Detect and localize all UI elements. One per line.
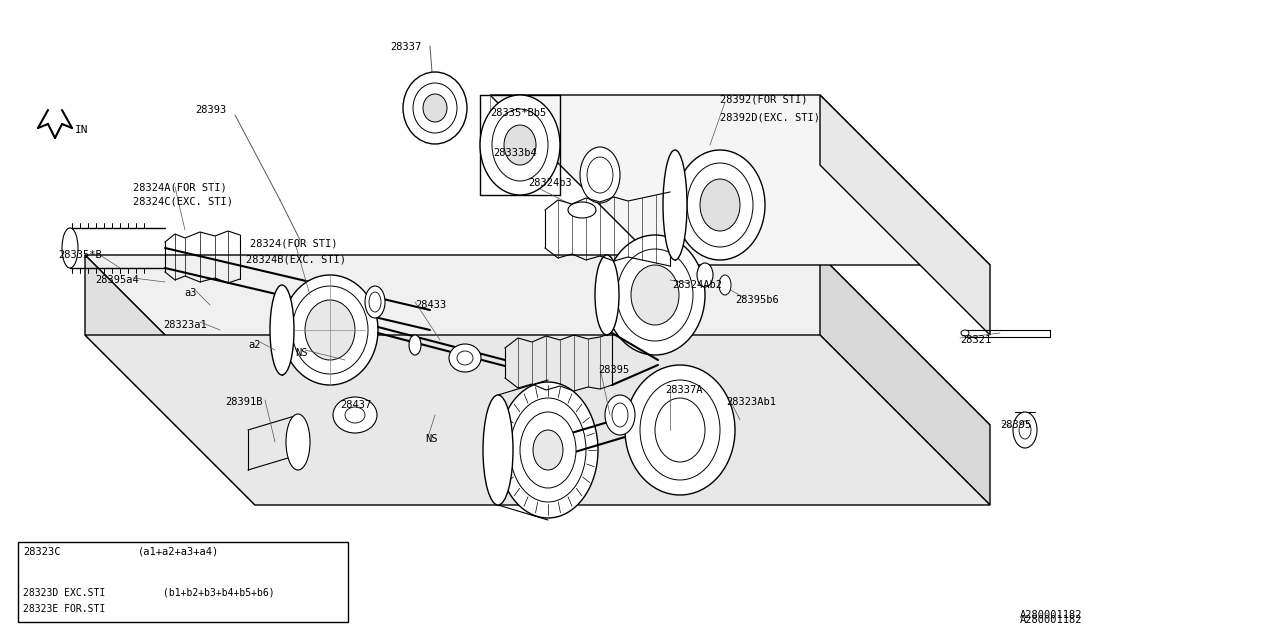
Ellipse shape	[365, 286, 385, 318]
Text: 28335*Bb5: 28335*Bb5	[490, 108, 547, 118]
Ellipse shape	[61, 228, 78, 268]
Ellipse shape	[285, 414, 310, 470]
Ellipse shape	[509, 398, 586, 502]
Ellipse shape	[640, 380, 719, 480]
Text: 28395: 28395	[598, 365, 630, 375]
Ellipse shape	[498, 382, 598, 518]
Ellipse shape	[961, 330, 969, 336]
Ellipse shape	[625, 365, 735, 495]
Ellipse shape	[605, 235, 705, 355]
Text: (b1+b2+b3+b4+b5+b6): (b1+b2+b3+b4+b5+b6)	[163, 588, 275, 598]
Ellipse shape	[305, 300, 355, 360]
Polygon shape	[820, 255, 989, 505]
Text: 28337: 28337	[390, 42, 421, 52]
Text: 28323a1: 28323a1	[163, 320, 207, 330]
Ellipse shape	[504, 125, 536, 165]
Text: 28333b4: 28333b4	[493, 148, 536, 158]
Text: (a1+a2+a3+a4): (a1+a2+a3+a4)	[138, 547, 219, 557]
Text: 28395a4: 28395a4	[95, 275, 138, 285]
Ellipse shape	[687, 163, 753, 247]
Text: 28324A(FOR STI): 28324A(FOR STI)	[133, 182, 227, 192]
Ellipse shape	[449, 344, 481, 372]
Text: 28395b6: 28395b6	[735, 295, 778, 305]
Text: 28393: 28393	[195, 105, 227, 115]
Text: a3: a3	[184, 288, 197, 298]
Ellipse shape	[492, 109, 548, 181]
Ellipse shape	[270, 285, 294, 375]
Text: 28437: 28437	[340, 400, 371, 410]
Ellipse shape	[595, 255, 620, 335]
Text: 28324B(EXC. STI): 28324B(EXC. STI)	[246, 254, 346, 264]
Text: IN: IN	[76, 125, 88, 135]
Ellipse shape	[605, 395, 635, 435]
Ellipse shape	[580, 147, 620, 203]
Text: 28391B: 28391B	[225, 397, 262, 407]
Text: NS: NS	[294, 348, 307, 358]
Text: 28395: 28395	[1000, 420, 1032, 430]
Ellipse shape	[457, 351, 474, 365]
Text: A280001182: A280001182	[1020, 615, 1083, 625]
Ellipse shape	[346, 407, 365, 423]
Ellipse shape	[588, 157, 613, 193]
Ellipse shape	[719, 275, 731, 295]
Ellipse shape	[663, 150, 687, 260]
Text: 28324(FOR STI): 28324(FOR STI)	[250, 238, 338, 248]
Polygon shape	[820, 95, 989, 335]
Text: 28323C: 28323C	[23, 547, 60, 557]
Text: a2: a2	[248, 340, 261, 350]
Text: 28321: 28321	[960, 335, 991, 345]
Ellipse shape	[422, 94, 447, 122]
Ellipse shape	[403, 72, 467, 144]
Ellipse shape	[413, 83, 457, 133]
Ellipse shape	[1012, 412, 1037, 448]
Text: 28392D(EXC. STI): 28392D(EXC. STI)	[719, 112, 820, 122]
Ellipse shape	[675, 150, 765, 260]
Text: 28392(FOR STI): 28392(FOR STI)	[719, 95, 808, 105]
Text: 28323D EXC.STI: 28323D EXC.STI	[23, 588, 105, 598]
Text: 28324C(EXC. STI): 28324C(EXC. STI)	[133, 197, 233, 207]
Ellipse shape	[631, 265, 678, 325]
Ellipse shape	[568, 202, 596, 218]
Ellipse shape	[520, 412, 576, 488]
Text: 28335*B: 28335*B	[58, 250, 101, 260]
Text: 28323E FOR.STI: 28323E FOR.STI	[23, 604, 105, 614]
Ellipse shape	[655, 398, 705, 462]
Ellipse shape	[698, 263, 713, 287]
Text: 28433: 28433	[415, 300, 447, 310]
Bar	[18, 542, 348, 622]
Ellipse shape	[282, 275, 378, 385]
Ellipse shape	[410, 335, 421, 355]
Polygon shape	[84, 255, 255, 505]
Text: 28337A: 28337A	[666, 385, 703, 395]
Text: 28324b3: 28324b3	[529, 178, 572, 188]
Ellipse shape	[483, 395, 513, 505]
Ellipse shape	[617, 249, 692, 341]
Ellipse shape	[480, 95, 561, 195]
Text: A280001182: A280001182	[1020, 610, 1083, 620]
Ellipse shape	[369, 292, 381, 312]
Ellipse shape	[292, 286, 369, 374]
Text: NS: NS	[425, 434, 438, 444]
Polygon shape	[84, 335, 989, 505]
Ellipse shape	[333, 397, 378, 433]
Polygon shape	[84, 255, 989, 425]
Polygon shape	[490, 95, 989, 265]
Ellipse shape	[532, 430, 563, 470]
Text: 28323Ab1: 28323Ab1	[726, 397, 776, 407]
Ellipse shape	[612, 403, 628, 427]
Ellipse shape	[1019, 421, 1030, 439]
Text: 28324Ab2: 28324Ab2	[672, 280, 722, 290]
Ellipse shape	[700, 179, 740, 231]
